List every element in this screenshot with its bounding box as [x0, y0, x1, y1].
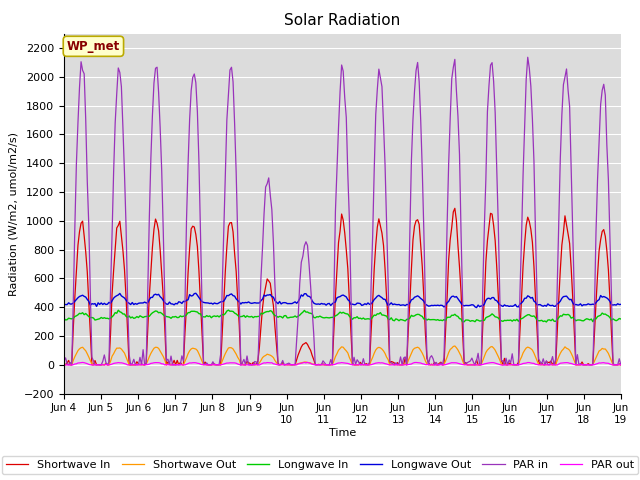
Longwave In: [305, 310, 313, 316]
Longwave In: [589, 319, 596, 324]
Line: Shortwave Out: Shortwave Out: [64, 346, 621, 365]
PAR in: [524, 54, 532, 60]
PAR out: [129, 362, 136, 368]
PAR in: [246, 362, 254, 368]
Y-axis label: Radiation (W/m2, umol/m2/s): Radiation (W/m2, umol/m2/s): [8, 132, 18, 296]
Shortwave In: [451, 205, 459, 211]
Longwave In: [255, 313, 263, 319]
Shortwave Out: [246, 362, 254, 368]
Shortwave In: [60, 360, 68, 366]
Shortwave Out: [228, 345, 236, 351]
Shortwave Out: [130, 362, 138, 368]
Shortwave In: [130, 362, 138, 368]
Line: PAR out: PAR out: [64, 362, 621, 365]
Longwave Out: [60, 302, 68, 308]
Longwave Out: [192, 290, 200, 296]
Shortwave Out: [589, 361, 596, 367]
PAR in: [65, 362, 72, 368]
Longwave In: [60, 316, 68, 322]
Shortwave Out: [60, 361, 68, 367]
Longwave In: [225, 307, 232, 313]
PAR out: [303, 360, 311, 365]
Shortwave Out: [451, 343, 459, 349]
Line: Longwave In: Longwave In: [64, 310, 621, 322]
PAR out: [244, 362, 252, 368]
PAR out: [589, 362, 596, 368]
Longwave In: [543, 319, 550, 325]
Longwave Out: [305, 293, 313, 299]
Line: PAR in: PAR in: [64, 57, 621, 365]
Longwave Out: [246, 300, 254, 306]
Shortwave Out: [68, 362, 76, 368]
Shortwave In: [246, 360, 254, 366]
Longwave Out: [228, 291, 236, 297]
PAR out: [254, 362, 262, 368]
Legend: Shortwave In, Shortwave Out, Longwave In, Longwave Out, PAR in, PAR out: Shortwave In, Shortwave Out, Longwave In…: [2, 456, 638, 474]
Shortwave In: [589, 361, 596, 367]
Line: Shortwave In: Shortwave In: [64, 208, 621, 365]
PAR out: [60, 361, 68, 367]
Longwave In: [228, 308, 236, 314]
PAR out: [305, 360, 313, 366]
Shortwave In: [61, 362, 69, 368]
Line: Longwave Out: Longwave Out: [64, 293, 621, 308]
Longwave Out: [589, 301, 596, 307]
Longwave Out: [255, 300, 263, 306]
Shortwave Out: [305, 360, 313, 366]
Longwave In: [246, 314, 254, 320]
PAR in: [228, 64, 236, 70]
PAR in: [589, 362, 596, 368]
Longwave In: [129, 314, 136, 320]
Shortwave In: [305, 345, 313, 350]
Shortwave Out: [255, 360, 263, 366]
Longwave Out: [473, 305, 481, 311]
PAR in: [130, 357, 138, 362]
Longwave In: [617, 316, 625, 322]
PAR in: [617, 362, 625, 368]
PAR in: [60, 358, 68, 364]
Shortwave In: [617, 362, 625, 368]
Shortwave In: [255, 344, 263, 350]
PAR in: [305, 262, 313, 267]
Longwave Out: [129, 300, 136, 305]
Shortwave In: [228, 220, 236, 226]
Shortwave Out: [617, 362, 625, 368]
PAR out: [226, 360, 234, 366]
Text: WP_met: WP_met: [67, 40, 120, 53]
PAR out: [617, 362, 625, 368]
Title: Solar Radiation: Solar Radiation: [284, 13, 401, 28]
X-axis label: Time: Time: [329, 428, 356, 438]
Longwave Out: [617, 301, 625, 307]
PAR in: [255, 319, 263, 325]
PAR out: [325, 362, 333, 368]
